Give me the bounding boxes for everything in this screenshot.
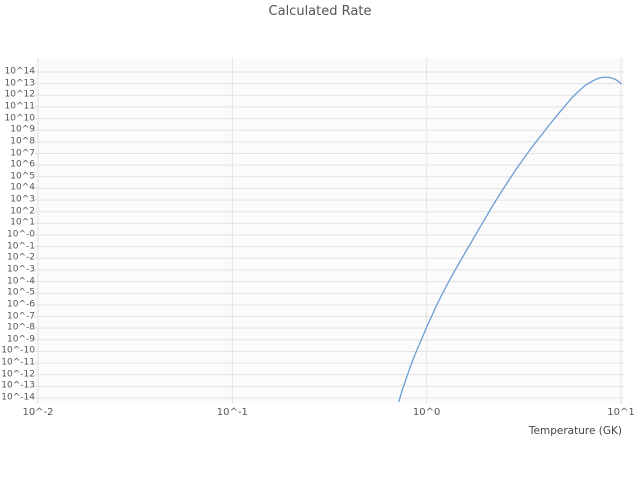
x-tick-label: 10^-2 xyxy=(22,407,54,418)
y-tick-label: 10^7 xyxy=(10,148,35,158)
y-tick-label: 10^6 xyxy=(10,159,35,170)
y-tick-label: 10^13 xyxy=(4,78,35,89)
y-tick-label: 10^10 xyxy=(4,113,35,124)
y-tick-label: 10^-1 xyxy=(7,241,35,252)
y-tick-label: 10^1 xyxy=(10,217,35,228)
y-tick-label: 10^11 xyxy=(4,101,35,112)
y-tick-label: 10^-7 xyxy=(7,311,35,321)
y-tick-label: 10^5 xyxy=(10,171,35,182)
x-axis-title: Temperature (GK) xyxy=(528,425,622,437)
y-tick-label: 10^-3 xyxy=(7,264,35,275)
y-tick-label: 10^-4 xyxy=(7,276,35,287)
x-tick-label: 10^1 xyxy=(607,407,635,418)
y-tick-label: 10^8 xyxy=(10,136,35,147)
y-tick-label: 10^3 xyxy=(10,194,35,205)
y-tick-label: 10^-14 xyxy=(1,392,35,403)
x-tick-label: 10^0 xyxy=(412,407,441,418)
y-tick-label: 10^2 xyxy=(10,206,35,217)
y-tick-label: 10^-5 xyxy=(7,287,35,298)
x-tick-label: 10^-1 xyxy=(216,407,248,418)
y-tick-label: 10^-9 xyxy=(7,334,35,345)
y-tick-label: 10^-12 xyxy=(1,369,35,380)
y-tick-label: 10^-10 xyxy=(1,345,35,356)
y-tick-label: 10^-2 xyxy=(7,252,35,263)
y-tick-label: 10^9 xyxy=(10,124,35,135)
y-tick-label: 10^-6 xyxy=(7,299,35,310)
rate-curve-line xyxy=(398,76,622,403)
y-tick-label: 10^-13 xyxy=(1,380,35,391)
plot-background xyxy=(34,58,624,404)
chart-title: Calculated Rate xyxy=(268,4,372,19)
y-tick-label: 10^14 xyxy=(4,66,35,77)
y-tick-label: 10^4 xyxy=(10,182,35,193)
y-tick-label: 10^-8 xyxy=(7,322,35,333)
y-tick-label: 10^-11 xyxy=(1,357,35,368)
y-tick-label: 10^-0 xyxy=(7,229,35,240)
y-tick-label: 10^12 xyxy=(4,89,35,100)
